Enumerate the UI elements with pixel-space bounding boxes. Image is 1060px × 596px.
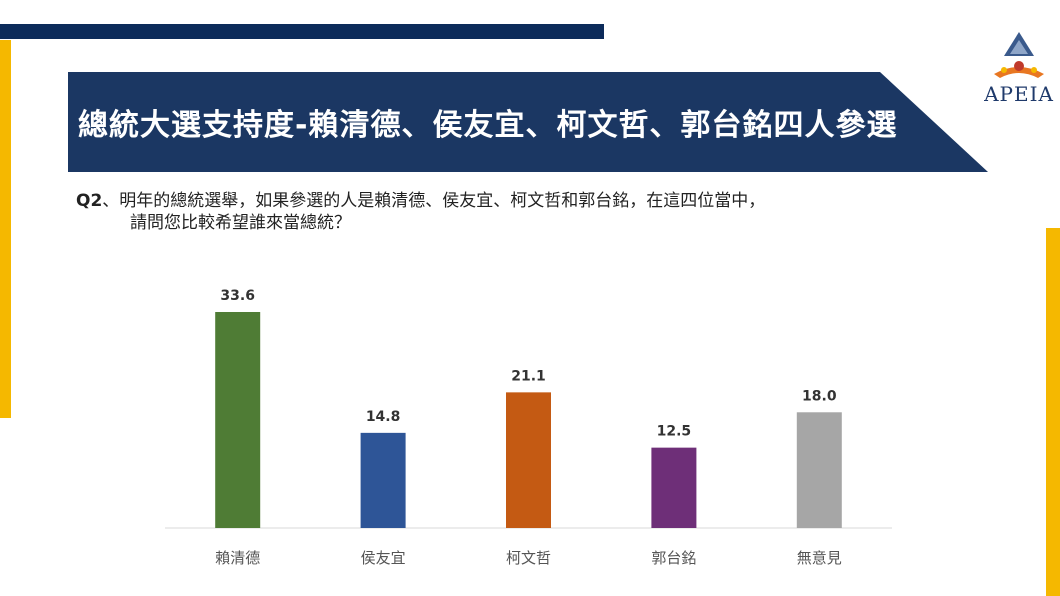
category-label-0: 賴清德 [215, 549, 260, 567]
bar-chart: 33.6 賴清德 14.8 侯友宜 21.1 柯文哲 12.5 郭台銘 18.0 無意見 [165, 288, 892, 567]
bar-2 [506, 392, 551, 528]
bar-value-label-1: 14.8 [366, 409, 401, 425]
bar-value-label-2: 21.1 [511, 368, 546, 384]
question-text-1: 、明年的總統選舉，如果參選的人是賴清德、侯友宜、柯文哲和郭台銘，在這四位當中， [102, 191, 766, 211]
bar-0 [215, 312, 261, 528]
page-title: 總統大選支持度-賴清德、侯友宜、柯文哲、郭台銘四人參選 [78, 108, 898, 143]
category-label-3: 郭台銘 [651, 549, 696, 567]
right-accent-bar [1046, 228, 1060, 596]
left-accent-bar [0, 40, 11, 418]
title-banner: 總統大選支持度-賴清德、侯友宜、柯文哲、郭台銘四人參選 [68, 72, 988, 172]
logo-mark-icon [994, 32, 1044, 78]
category-label-2: 柯文哲 [506, 549, 551, 567]
top-accent-bar [0, 24, 604, 39]
category-label-1: 侯友宜 [361, 549, 406, 567]
bar-3 [651, 447, 697, 528]
question-number: Q2 [76, 191, 103, 211]
question-line-2: 請問您比較希望誰來當總統？ [130, 213, 351, 233]
bar-value-label-4: 18.0 [802, 388, 837, 404]
title-banner-shape [68, 72, 988, 172]
bar-value-label-3: 12.5 [657, 424, 692, 440]
category-label-4: 無意見 [797, 549, 842, 567]
bar-1 [360, 432, 406, 528]
bar-4 [796, 412, 842, 528]
bar-value-label-0: 33.6 [220, 288, 255, 304]
question-line-1: Q2、明年的總統選舉，如果參選的人是賴清德、侯友宜、柯文哲和郭台銘，在這四位當中… [76, 190, 996, 212]
survey-question: Q2、明年的總統選舉，如果參選的人是賴清德、侯友宜、柯文哲和郭台銘，在這四位當中… [76, 190, 996, 234]
logo-text: APEIA [984, 82, 1054, 106]
apeia-logo: APEIA [980, 30, 1058, 110]
